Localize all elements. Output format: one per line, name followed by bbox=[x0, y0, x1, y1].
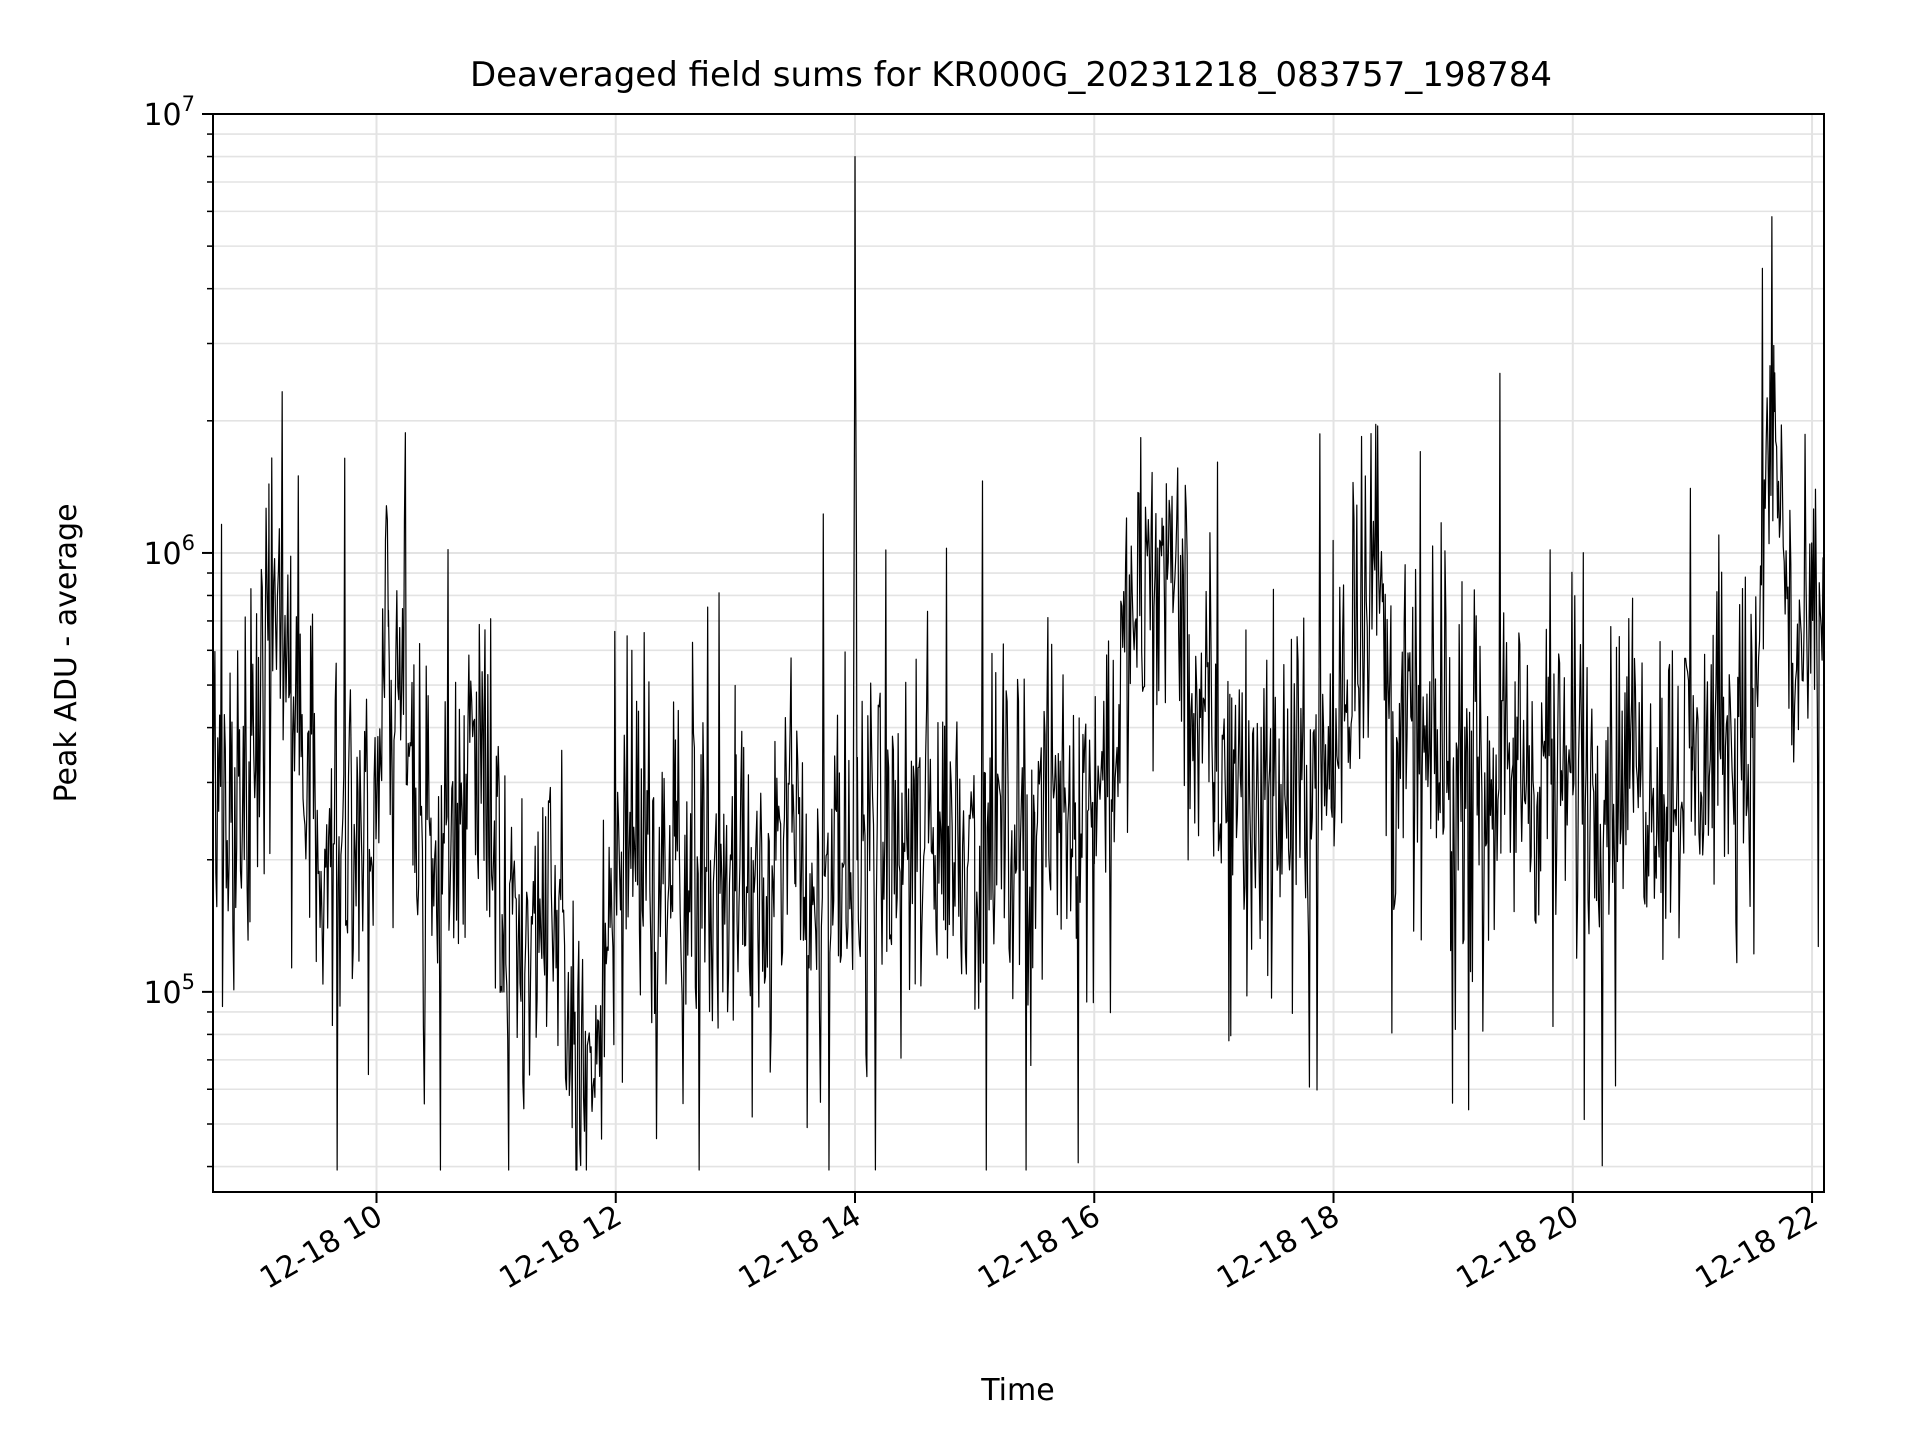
y-axis-label: Peak ADU - average bbox=[49, 503, 84, 802]
y-tick-label-exponent: 5 bbox=[182, 970, 195, 994]
plot-area-frame bbox=[212, 113, 1825, 1193]
y-tick-label: 107 bbox=[143, 92, 195, 133]
y-tick-label-base: 10 bbox=[143, 537, 181, 572]
y-tick-label-exponent: 7 bbox=[182, 92, 195, 116]
y-tick-label-exponent: 6 bbox=[182, 531, 195, 555]
series-layer bbox=[212, 155, 1825, 1171]
y-tick-label-base: 10 bbox=[143, 98, 181, 133]
series-line bbox=[212, 155, 1825, 1171]
y-tick-label-base: 10 bbox=[143, 976, 181, 1011]
y-tick-label: 105 bbox=[143, 970, 195, 1011]
x-axis-label: Time bbox=[980, 1373, 1054, 1408]
y-tick-label: 106 bbox=[143, 531, 195, 572]
chart-title: Deaveraged field sums for KR000G_2023121… bbox=[470, 55, 1552, 95]
